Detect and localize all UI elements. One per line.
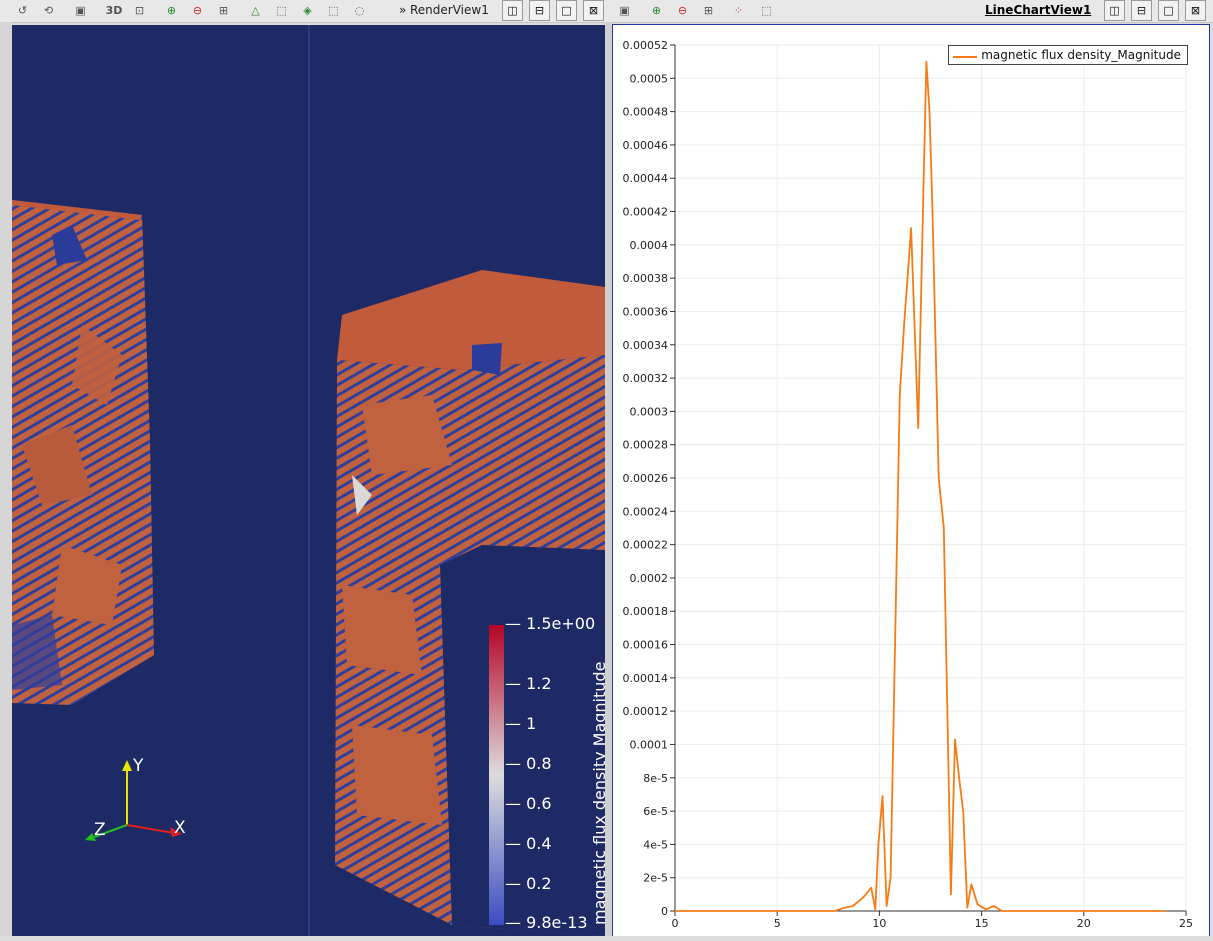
- close-view-button[interactable]: ⊠: [583, 0, 604, 21]
- y-tick-label: 2e-5: [643, 872, 668, 885]
- y-tick-label: 0.00026: [623, 472, 669, 485]
- x-tick-label: 5: [774, 917, 781, 930]
- interactive-select-icon[interactable]: ⬚: [328, 4, 339, 17]
- reset-camera-icon[interactable]: ↺: [17, 4, 28, 17]
- select-points-on-icon[interactable]: ⊖: [192, 4, 203, 17]
- y-tick-label: 0.00028: [623, 439, 669, 452]
- close-view-button[interactable]: ⊠: [1185, 0, 1206, 21]
- colorbar-tick-label: — 0.6: [505, 794, 552, 813]
- y-tick-label: 0.00052: [623, 39, 669, 52]
- colorbar-gradient: [489, 625, 504, 925]
- capture-screenshot-icon[interactable]: ▣: [619, 4, 630, 17]
- select-points-on-icon[interactable]: ⊕: [651, 4, 662, 17]
- maximize-button[interactable]: □: [556, 0, 577, 21]
- select-blocks-icon[interactable]: ◈: [303, 4, 312, 17]
- render-view-title[interactable]: RenderView1: [410, 3, 489, 17]
- y-tick-label: 8e-5: [643, 772, 668, 785]
- render-view-canvas[interactable]: — 1.5e+00 — 1.2 — 1 — 0.8 — 0.6 — 0.4 — …: [12, 25, 605, 936]
- capture-screenshot-icon[interactable]: ▣: [75, 4, 86, 17]
- left-mesh-block: [12, 200, 154, 705]
- zoom-to-box-icon[interactable]: ⊡: [134, 4, 145, 17]
- legend-line-swatch: [953, 56, 978, 58]
- select-points-polygon-icon[interactable]: ⬚: [276, 4, 287, 17]
- colorbar-tick-label: — 1: [505, 714, 537, 733]
- render-scene: [12, 25, 605, 936]
- y-tick-label: 0.00016: [623, 639, 669, 652]
- y-tick-label: 0.00024: [623, 505, 669, 518]
- y-tick-label: 4e-5: [643, 838, 668, 851]
- line-chart-view-title[interactable]: LineChartView1: [985, 3, 1092, 17]
- deselect-icon[interactable]: ⊖: [677, 4, 688, 17]
- y-tick-label: 0.0003: [630, 405, 669, 418]
- colorbar-tick-label: — 0.2: [505, 874, 552, 893]
- y-tick-label: 0.00012: [623, 705, 669, 718]
- y-tick-label: 0.00018: [623, 605, 669, 618]
- split-vertical-button[interactable]: ⊟: [1131, 0, 1152, 21]
- orientation-axes-triad: [85, 760, 182, 841]
- right-mesh-block: [335, 270, 605, 936]
- render-view-toolbar: ↺ ⟲ ▣ 3D ⊡ ⊕ ⊖ ⊞ △ ⬚ ◈ ⬚ ◌ » RenderView1…: [0, 0, 610, 23]
- y-tick-label: 0: [661, 905, 668, 918]
- colorbar-tick-label: — 9.8e-13: [505, 913, 588, 932]
- x-tick-label: 0: [672, 917, 679, 930]
- clear-selection-icon[interactable]: ⬚: [761, 4, 772, 17]
- y-tick-label: 0.00034: [623, 339, 669, 352]
- chart-view-toolbar: ▣ ⊕ ⊖ ⊞ ⁘ ⬚ LineChartView1 ◫ ⊟ □ ⊠: [610, 0, 1213, 23]
- y-tick-label: 0.0001: [630, 738, 669, 751]
- view-title-chevron-icon[interactable]: »: [399, 3, 407, 17]
- y-tick-label: 0.0005: [630, 72, 669, 85]
- y-tick-label: 0.0004: [630, 239, 669, 252]
- select-polygon-icon[interactable]: ⁘: [733, 4, 744, 17]
- left-panel-edge: [0, 22, 12, 936]
- y-tick-label: 0.00048: [623, 106, 669, 119]
- colorbar-tick-label: — 0.8: [505, 754, 552, 773]
- line-chart-plot: 0 2e-5 4e-5 6e-5 8e-5 0.0001 0.00012 0.00014 0.0…: [623, 39, 1194, 930]
- colorbar-tick-label: — 1.2: [505, 674, 552, 693]
- legend-label: magnetic flux density_Magnitude: [981, 48, 1181, 62]
- split-horizontal-button[interactable]: ◫: [1104, 0, 1125, 21]
- axis-x-label: X: [174, 818, 186, 838]
- y-tick-label: 0.00042: [623, 206, 669, 219]
- toggle-3d-button[interactable]: 3D: [105, 4, 123, 17]
- x-tick-label: 10: [872, 917, 886, 930]
- axis-y-label: Y: [133, 756, 144, 776]
- colorbar-tick-label: — 1.5e+00: [505, 614, 596, 633]
- y-tick-label: 6e-5: [643, 805, 668, 818]
- select-cells-on-icon[interactable]: ⊕: [166, 4, 177, 17]
- line-chart-view[interactable]: 0 2e-5 4e-5 6e-5 8e-5 0.0001 0.00012 0.00014 0.0…: [612, 24, 1210, 936]
- y-tick-label: 0.00014: [623, 672, 669, 685]
- split-horizontal-button[interactable]: ◫: [502, 0, 523, 21]
- maximize-button[interactable]: □: [1158, 0, 1179, 21]
- y-tick-label: 0.00036: [623, 305, 669, 318]
- y-tick-label: 0.00022: [623, 539, 669, 552]
- y-tick-label: 0.0002: [630, 572, 669, 585]
- split-vertical-button[interactable]: ⊟: [529, 0, 550, 21]
- colorbar-tick-label: — 0.4: [505, 834, 552, 853]
- reset-camera-closest-icon[interactable]: ⟲: [43, 4, 54, 17]
- colorbar-title: magnetic flux density Magnitude: [590, 661, 605, 925]
- select-toggle-icon[interactable]: ⊞: [703, 4, 714, 17]
- select-cells-through-icon[interactable]: ⊞: [218, 4, 229, 17]
- y-tick-label: 0.00038: [623, 272, 669, 285]
- y-tick-label: 0.00044: [623, 172, 669, 185]
- y-tick-label: 0.00046: [623, 139, 669, 152]
- hover-points-icon[interactable]: ◌: [354, 4, 365, 17]
- x-tick-label: 25: [1179, 917, 1193, 930]
- chart-legend: magnetic flux density_Magnitude: [948, 45, 1188, 65]
- select-cells-polygon-icon[interactable]: △: [251, 4, 260, 17]
- axis-z-label: Z: [94, 820, 106, 840]
- x-tick-label: 20: [1077, 917, 1091, 930]
- view-splitter[interactable]: [605, 22, 612, 936]
- y-tick-label: 0.00032: [623, 372, 669, 385]
- x-tick-label: 15: [975, 917, 989, 930]
- series-line-magnetic-flux-density-magnitude: [675, 60, 1166, 912]
